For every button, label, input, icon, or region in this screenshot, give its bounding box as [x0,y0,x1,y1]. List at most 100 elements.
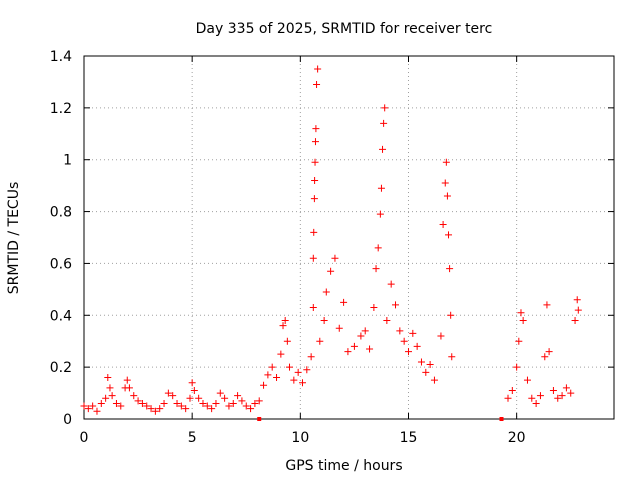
data-point [316,337,324,345]
data-point [541,353,549,361]
data-point [238,397,246,405]
data-point [370,304,378,312]
data-point [182,405,190,413]
data-point [380,119,388,127]
data-point [523,376,531,384]
data-point [430,376,438,384]
data-point [134,397,142,405]
data-point [350,342,358,350]
y-tick-label: 1.2 [50,101,72,117]
gap-marker [499,417,504,421]
y-tick-label: 0.4 [50,308,72,324]
data-point [264,371,272,379]
data-point [313,81,321,89]
data-point [311,138,319,146]
x-tick-label: 15 [400,430,418,446]
data-point [331,254,339,262]
data-point [147,405,155,413]
data-point [104,374,112,382]
data-point [277,350,285,358]
data-point [327,267,335,275]
data-point [426,361,434,369]
chart-title: Day 335 of 2025, SRMTID for receiver ter… [196,21,493,37]
y-tick-label: 0.2 [50,360,72,376]
y-tick-label: 0.8 [50,205,72,221]
data-point [376,210,384,218]
data-point [117,402,125,410]
data-point [143,402,151,410]
data-point [310,228,318,236]
data-point [417,358,425,366]
data-point [448,353,456,361]
gap-marker [257,417,262,421]
data-point [381,104,389,112]
data-point [446,265,454,273]
data-point [441,179,449,187]
data-point [322,288,330,296]
data-point [372,265,380,273]
data-point [177,402,185,410]
data-point [335,324,343,332]
data-point [439,221,447,229]
data-point [303,366,311,374]
data-point [311,176,319,184]
x-tick-label: 5 [188,430,197,446]
data-point [309,254,317,262]
data-point [89,402,97,410]
y-axis-label: SRMTID / TECUs [6,182,22,295]
data-point [344,348,352,356]
data-point [314,65,322,73]
data-point [387,280,395,288]
data-point [445,231,453,239]
plot-frame [83,55,615,420]
data-point [203,402,211,410]
data-point [374,244,382,252]
data-point [567,389,575,397]
data-point [97,399,105,407]
data-point [108,392,116,400]
data-point [273,374,281,382]
data-point [234,392,242,400]
x-tick-label: 20 [508,430,526,446]
data-point [283,337,291,345]
data-point [106,384,114,392]
data-point [573,296,581,304]
y-tick-label: 1.4 [50,49,72,65]
data-point [442,158,450,166]
data-point [396,327,404,335]
data-point [383,316,391,324]
data-point [138,399,146,407]
data-point [413,342,421,350]
data-point [173,399,181,407]
axis-ticks: 0 0.2 0.4 0.6 0.8 1 1.2 1.4 0 5 10 15 20 [50,49,614,446]
data-point [156,405,164,413]
data-point [268,363,276,371]
data-point [574,306,582,314]
data-point [515,337,523,345]
data-point [311,158,319,166]
data-point [123,376,131,384]
data-point [80,402,88,410]
data-point [404,348,412,356]
data-point [169,392,177,400]
data-point [112,399,120,407]
data-point [562,384,570,392]
y-tick-label: 0 [63,412,72,428]
data-point [379,145,387,153]
x-tick-label: 10 [291,430,309,446]
data-point [377,184,385,192]
data-point [571,316,579,324]
data-point [517,309,525,317]
data-point [545,348,553,356]
data-point [130,392,138,400]
data-point [558,392,566,400]
data-point [84,405,92,413]
data-point [208,405,216,413]
data-point [409,329,417,337]
data-point [543,301,551,309]
data-point [160,399,168,407]
data-point [216,389,224,397]
gap-markers [257,417,504,421]
data-point [279,322,287,330]
data-points [80,65,582,415]
